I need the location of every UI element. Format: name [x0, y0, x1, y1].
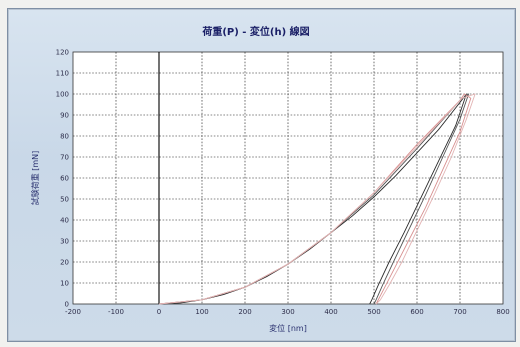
y-tick-label: 60	[60, 175, 69, 183]
tick-layer: -200 -100 0 100 200 300 400 500 600 700 800 0 10 20 30…	[56, 49, 510, 317]
y-tick-label: 20	[60, 259, 69, 267]
x-axis-label: 変位 [nm]	[269, 323, 307, 333]
y-tick-label: 120	[56, 49, 69, 57]
grid-layer	[73, 52, 503, 304]
x-tick-label: 200	[238, 308, 251, 316]
series-line-4	[158, 93, 476, 305]
x-tick-label: 700	[453, 308, 466, 316]
y-axis-label: 試験荷重 [mN]	[30, 151, 40, 206]
x-tick-label: 800	[496, 308, 509, 316]
y-tick-label: 80	[60, 133, 69, 141]
x-tick-label: 600	[410, 308, 423, 316]
x-tick-label: -100	[108, 308, 124, 316]
y-tick-label: 90	[60, 112, 69, 120]
y-tick-label: 0	[65, 301, 69, 309]
series-layer	[158, 93, 476, 305]
y-tick-label: 100	[56, 91, 69, 99]
y-tick-label: 40	[60, 217, 69, 225]
x-tick-label: 100	[195, 308, 208, 316]
x-tick-label: 300	[281, 308, 294, 316]
y-tick-label: 10	[60, 280, 69, 288]
y-tick-label: 30	[60, 238, 69, 246]
y-tick-label: 110	[56, 70, 69, 78]
chart-title: 荷重(P) - 変位(h) 線図	[201, 25, 309, 38]
x-tick-label: 0	[157, 308, 161, 316]
y-tick-label: 70	[60, 154, 69, 162]
load-displacement-chart: 荷重(P) - 変位(h) 線図 -200 -100 0 100 200 300 400 50…	[30, 25, 510, 333]
x-tick-label: -200	[65, 308, 81, 316]
chart-frame: 荷重(P) - 変位(h) 線図 -200 -100 0 100 200 300 400 50…	[7, 8, 516, 342]
x-tick-label: 400	[324, 308, 337, 316]
x-tick-label: 500	[367, 308, 380, 316]
y-tick-label: 50	[60, 196, 69, 204]
